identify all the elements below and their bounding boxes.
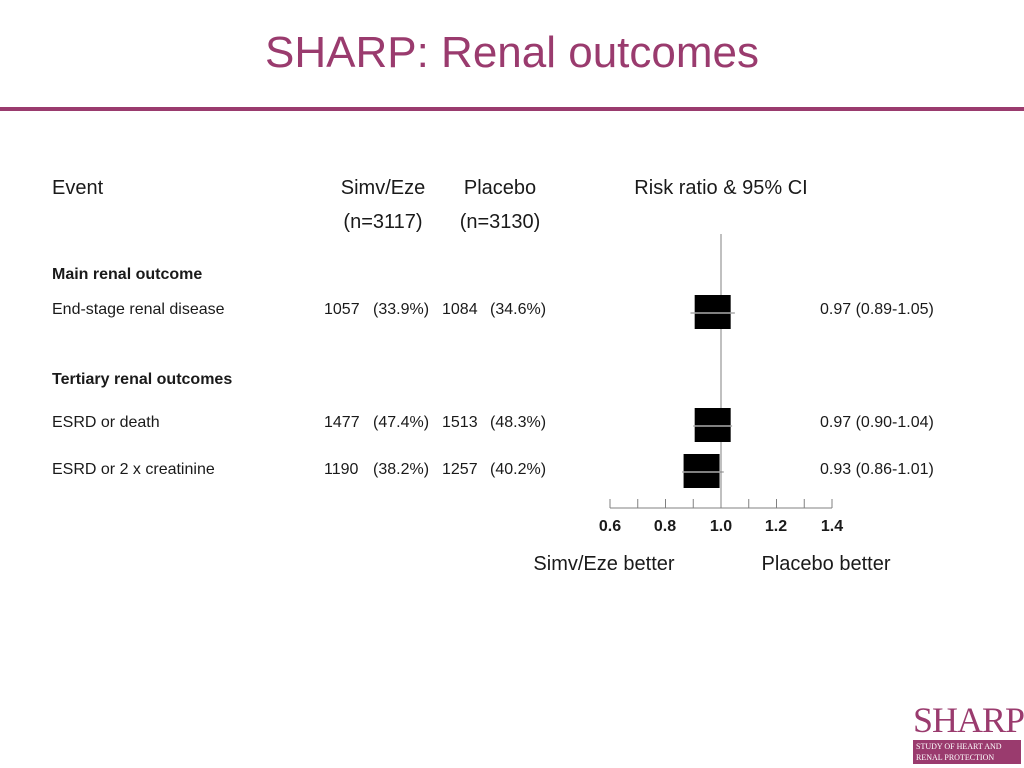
row-simv-percent: (38.2%) (373, 461, 430, 478)
header-simv-eze: Simv/Eze (340, 177, 426, 199)
favours-left-label: Simv/Eze better (533, 553, 675, 575)
row-simv-count: 1057 (324, 301, 360, 318)
section-label-tertiary: Tertiary renal outcomes (52, 371, 233, 388)
row-placebo-count: 1257 (442, 461, 478, 478)
sharp-logo: SHARP STUDY OF HEART AND RENAL PROTECTIO… (913, 700, 1024, 764)
row-event: End-stage renal disease (52, 301, 225, 318)
tick-label: 1.0 (709, 518, 733, 535)
row-event: ESRD or 2 x creatinine (52, 461, 215, 478)
estimate-box (694, 295, 731, 329)
row-simv-percent: (33.9%) (373, 301, 430, 318)
section-label-main: Main renal outcome (52, 266, 203, 283)
row-risk-ratio-text: 0.97 (0.89-1.05) (820, 301, 934, 318)
logo-line1: STUDY OF HEART AND (916, 742, 1002, 751)
estimate-box (683, 454, 720, 488)
row-placebo-count: 1513 (442, 414, 478, 431)
row-simv-count: 1190 (324, 461, 359, 478)
row-simv-count: 1477 (324, 414, 360, 431)
logo-band: STUDY OF HEART AND RENAL PROTECTION (913, 740, 1021, 764)
header-risk-ratio: Risk ratio & 95% CI (634, 177, 808, 199)
tick-label: 1.4 (820, 518, 844, 535)
header-placebo: Placebo (463, 177, 537, 199)
estimate-box (694, 408, 731, 442)
row-event: ESRD or death (52, 414, 160, 431)
logo-line2: RENAL PROTECTION (916, 753, 995, 762)
header-placebo-n: (n=3130) (459, 211, 541, 233)
tick-label: 0.6 (598, 518, 622, 535)
row-placebo-percent: (34.6%) (490, 301, 547, 318)
row-simv-percent: (47.4%) (373, 414, 430, 431)
tick-label: 0.8 (653, 518, 677, 535)
row-risk-ratio-text: 0.93 (0.86-1.01) (820, 461, 934, 478)
row-placebo-percent: (40.2%) (490, 461, 547, 478)
favours-right-label: Placebo better (761, 553, 891, 575)
tick-label: 1.2 (764, 518, 788, 535)
slide-title: SHARP: Renal outcomes (265, 28, 759, 77)
title-divider (0, 107, 1024, 111)
row-placebo-count: 1084 (442, 301, 478, 318)
logo-wordmark: SHARP (913, 700, 1024, 740)
header-simv-eze-n: (n=3117) (343, 211, 423, 233)
row-risk-ratio-text: 0.97 (0.90-1.04) (820, 414, 934, 431)
row-placebo-percent: (48.3%) (490, 414, 547, 431)
header-event: Event (52, 177, 104, 199)
